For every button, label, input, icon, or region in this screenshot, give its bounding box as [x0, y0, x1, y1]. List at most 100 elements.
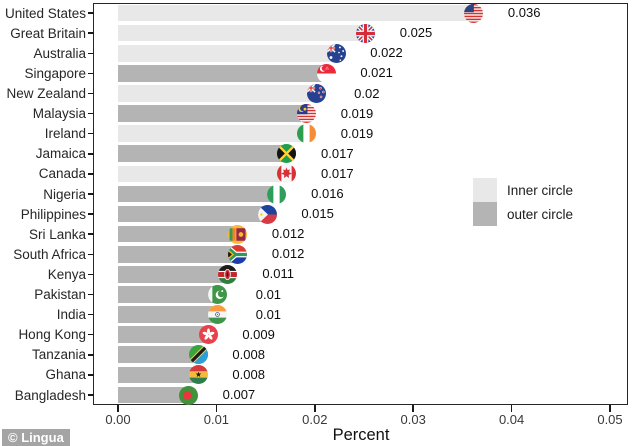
y-tick: [88, 273, 94, 276]
country-label: Pakistan: [34, 287, 86, 302]
bar-value-label: 0.017: [321, 145, 354, 161]
bar-value-label: 0.019: [340, 125, 374, 141]
bar: [118, 326, 207, 343]
bar-value-label: 0.008: [232, 366, 265, 382]
y-tick: [88, 354, 94, 356]
country-label: Philippines: [20, 206, 86, 222]
flag-us-icon: [464, 3, 484, 23]
country-label: Ghana: [45, 367, 86, 383]
bar: [118, 165, 286, 183]
flag-in-icon: [208, 305, 228, 325]
country-label: Ireland: [44, 126, 86, 142]
country-label: Singapore: [24, 65, 86, 81]
legend-label-inner-circle: Inner circle: [507, 182, 574, 198]
country-label: Hong Kong: [18, 327, 86, 343]
country-label: Jamaica: [35, 146, 86, 162]
y-tick: [88, 253, 94, 255]
x-tick-label: 0.04: [498, 412, 525, 427]
y-tick: [88, 12, 94, 14]
country-label: Australia: [33, 45, 86, 61]
y-tick: [88, 333, 94, 336]
y-tick: [88, 52, 94, 54]
bar: [118, 266, 227, 283]
bar-value-label: 0.036: [507, 5, 541, 21]
legend-swatch-outer-circle: [473, 202, 497, 226]
y-tick: [88, 112, 94, 115]
flag-ie-icon: [297, 124, 316, 144]
y-tick: [88, 313, 94, 316]
country-label: Nigeria: [43, 186, 86, 202]
y-tick: [88, 193, 94, 195]
bar: [118, 145, 286, 163]
bar: [118, 44, 335, 62]
x-tick: [314, 405, 316, 412]
x-tick: [609, 405, 611, 412]
bar-value-label: 0.015: [301, 206, 334, 222]
bar: [118, 85, 315, 102]
country-label: New Zealand: [6, 86, 86, 101]
bar-value-label: 0.007: [222, 387, 256, 402]
x-tick: [510, 405, 513, 412]
country-label: Canada: [38, 166, 86, 182]
country-label: United States: [4, 5, 86, 21]
bar: [118, 125, 305, 142]
bar-value-label: 0.012: [271, 226, 305, 242]
bar: [118, 286, 217, 303]
bar-value-label: 0.008: [232, 346, 265, 362]
country-label: Malaysia: [32, 106, 86, 121]
y-tick: [88, 92, 94, 95]
country-label: Sri Lanka: [28, 226, 86, 242]
bar: [118, 185, 276, 203]
bar-value-label: 0.022: [370, 45, 403, 61]
flag-bd-icon: [178, 385, 198, 405]
bar: [118, 65, 325, 82]
bar-value-label: 0.01: [255, 306, 282, 322]
x-tick-label: 0.03: [400, 412, 426, 427]
x-tick-label: 0.02: [302, 412, 328, 427]
flag-ph-icon: [257, 204, 277, 224]
flag-ng-icon: [267, 184, 287, 204]
bar: [118, 346, 197, 364]
flag-hk-icon: [198, 325, 218, 345]
bar: [118, 225, 237, 243]
flag-lk-icon: [228, 224, 248, 244]
bar: [118, 4, 473, 22]
flag-tz-icon: [188, 345, 208, 365]
y-tick: [88, 132, 94, 135]
bar-value-label: 0.012: [271, 246, 305, 262]
flag-ca-icon: [277, 164, 297, 184]
flag-gh-icon: [188, 365, 208, 385]
country-label: Tanzania: [31, 347, 86, 363]
bar: [118, 24, 364, 42]
bar: [118, 366, 197, 384]
bar-value-label: 0.021: [360, 65, 393, 81]
x-tick: [117, 405, 119, 412]
legend-item-inner-circle: Inner circle: [473, 178, 573, 202]
country-label: India: [56, 307, 86, 323]
bar-value-label: 0.009: [242, 326, 275, 342]
bar: [118, 245, 237, 263]
x-tick-label: 0.00: [105, 412, 131, 427]
bar: [118, 105, 305, 122]
bar: [118, 205, 266, 223]
x-tick-label: 0.05: [597, 412, 623, 427]
bar-value-label: 0.01: [255, 286, 282, 302]
x-tick-label: 0.01: [203, 412, 230, 427]
y-tick: [88, 213, 94, 215]
bar-value-label: 0.011: [262, 266, 294, 282]
legend-label-outer-circle: outer circle: [507, 206, 574, 222]
flag-gb-icon: [356, 23, 375, 43]
flag-pk-icon: [208, 285, 228, 304]
flag-sg-icon: [316, 63, 336, 83]
flag-jm-icon: [277, 144, 297, 164]
y-tick: [88, 173, 94, 175]
y-tick: [88, 153, 94, 155]
y-tick: [88, 394, 94, 396]
legend-swatch-inner-circle: [473, 178, 497, 202]
legend: Inner circle outer circle: [473, 178, 573, 226]
y-tick: [88, 374, 94, 376]
country-label: Bangladesh: [14, 387, 86, 403]
flag-my-icon: [297, 104, 316, 123]
y-tick: [88, 233, 94, 235]
